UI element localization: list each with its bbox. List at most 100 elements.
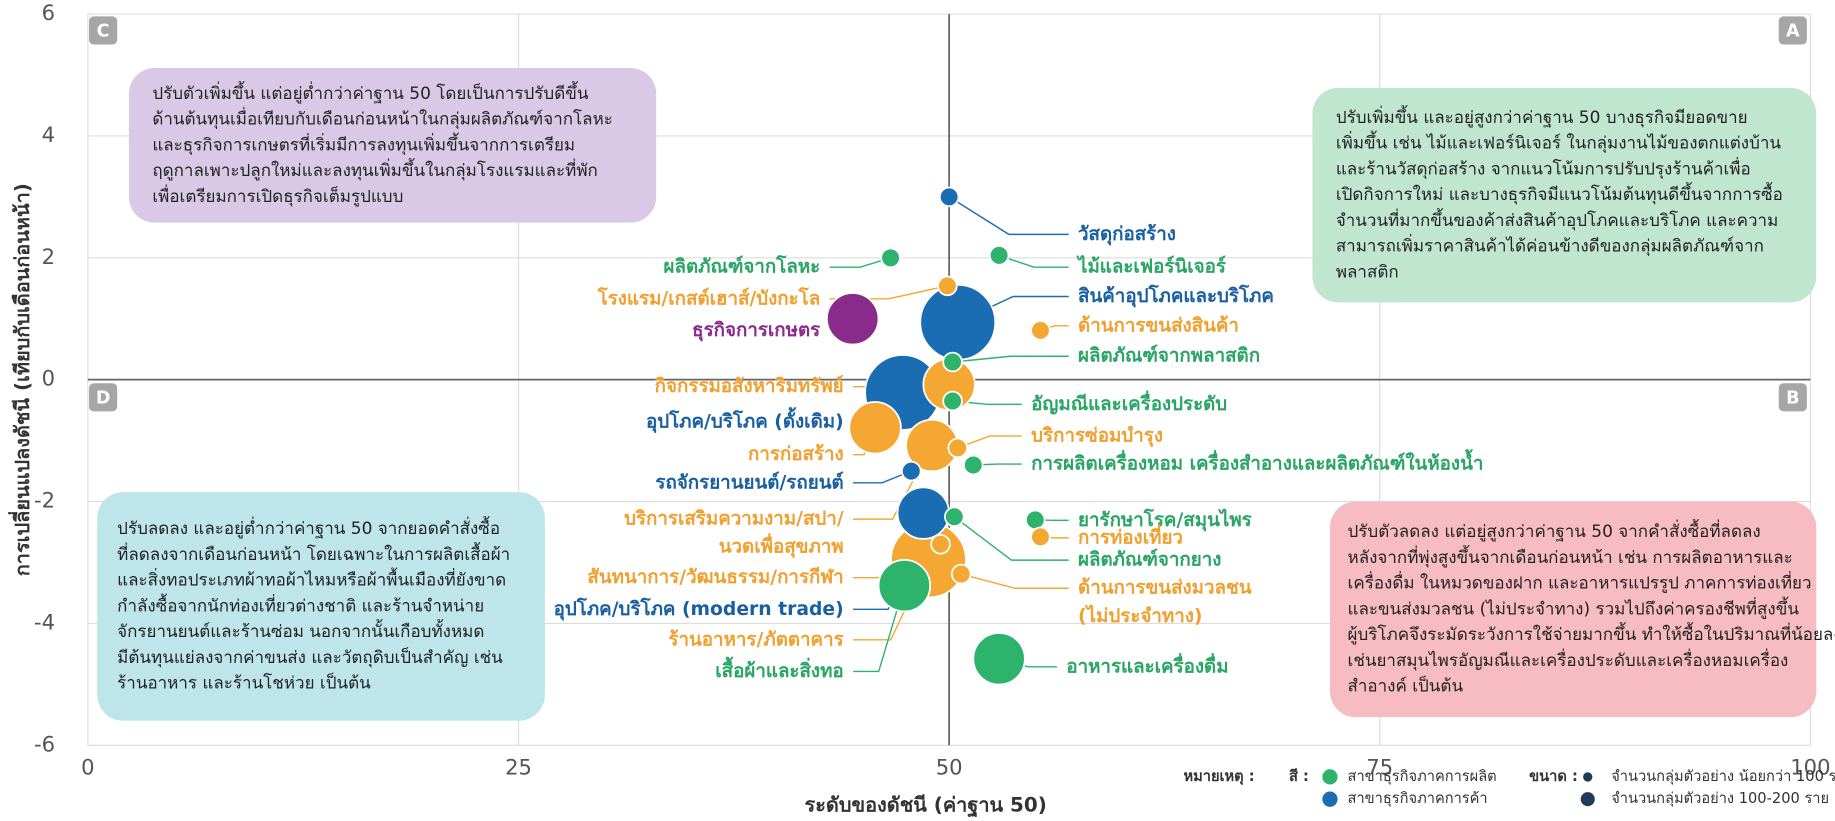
bubble <box>919 284 997 361</box>
bubble <box>963 454 984 476</box>
legend-size-label: จำนวนกลุ่มตัวอย่าง น้อยกว่า 100 ราย <box>1611 768 1835 785</box>
quadrant-text: และธุรกิจการเกษตรที่เริ่มมีการลงทุนเพิ่ม… <box>152 132 575 155</box>
point-label: (ไม่ประจำทาง) <box>1078 604 1202 627</box>
y-tick-label: 0 <box>42 366 55 391</box>
quadrant-letter: A <box>1786 22 1800 42</box>
leader-line <box>853 585 906 673</box>
quadrant-box <box>128 67 657 223</box>
quadrant-text: เพื่อเตรียมการเปิดธุรกิจเต็มรูปแบบ <box>152 184 403 207</box>
point-label: บริการซ่อมบำรุง <box>1031 425 1163 447</box>
leader-line <box>957 435 1022 449</box>
leader-line <box>853 470 912 484</box>
bubble <box>900 460 922 482</box>
point-label: อุปโภค/บริโภค (modern trade) <box>554 597 844 621</box>
quadrant-text: ปรับเพิ่มขึ้น และอยู่สูงกว่าค่าฐาน 50 บา… <box>1336 105 1748 128</box>
x-tick-label: 50 <box>936 755 963 780</box>
point-label: การผลิตเครื่องหอม เครื่องสำอางและผลิตภัณ… <box>1031 449 1483 475</box>
legend-swatch <box>1322 769 1338 785</box>
quadrant-text: ผู้บริโภคจึงระมัดระวังการใช้จ่ายมากขึ้น … <box>1348 622 1835 645</box>
leader-line <box>953 516 1069 561</box>
bubble <box>1025 509 1046 531</box>
quadrant-text: ปรับตัวเพิ่มขึ้น แต่อยู่ต่ำกว่าค่าฐาน 50… <box>152 81 589 104</box>
y-tick-label: 4 <box>42 122 55 147</box>
point-label: การก่อสร้าง <box>748 443 844 465</box>
point-label: ด้านการขนส่งมวลชน <box>1078 577 1252 599</box>
quadrant-text: พลาสติก <box>1336 262 1399 282</box>
y-tick-label: 6 <box>42 0 55 25</box>
quadrant-text: จักรยานยนต์และร้านซ่อม นอกจากนั้นเกือบทั… <box>117 619 484 642</box>
bubble <box>944 506 965 528</box>
point-label: นวดเพื่อสุขภาพ <box>719 533 844 559</box>
quadrant-text: จำนวนที่มากขึ้นของค้าส่งสินค้าอุปโภคและบ… <box>1336 208 1778 231</box>
quadrant-text: สามารถเพิ่มราคาสินค้าได้ค่อนข้างดีของกลุ… <box>1336 234 1764 257</box>
quadrant-text: และสิ่งทอประเภทผ้าทอผ้าไหมหรือผ้าพื้นเมื… <box>117 568 506 591</box>
legend-color-title: สี : <box>1289 768 1309 785</box>
point-label: ยารักษาโรค/สมุนไพร <box>1078 508 1253 532</box>
bubble <box>826 292 880 346</box>
quadrant-badge <box>89 16 118 45</box>
quadrant-badge <box>1778 383 1807 412</box>
quadrant-letter: B <box>1786 388 1799 408</box>
point-label: ร้านอาหาร/ภัตตาคาร <box>668 628 844 650</box>
x-tick-label: 0 <box>81 755 94 780</box>
bubble <box>1030 526 1051 548</box>
leader-line <box>952 355 1069 363</box>
legend-label: สาขาธุรกิจภาคการค้า <box>1348 790 1488 807</box>
quadrant-letter: C <box>97 22 110 42</box>
quadrant-badge <box>89 383 118 412</box>
y-tick-label: -4 <box>34 609 55 634</box>
quadrant-box <box>1329 501 1817 718</box>
quadrant-box <box>1312 87 1817 303</box>
x-tick-label: 25 <box>505 755 532 780</box>
quadrant-letter: D <box>96 388 111 408</box>
quadrant-text: มีต้นทุนแย่ลงจากค่าขนส่ง และวัตถุดิบเป็น… <box>117 646 503 668</box>
quadrant-text: และร้านวัสดุก่อสร้าง จากแนวโน้มการปรับปร… <box>1336 156 1751 179</box>
quadrant-box <box>97 492 545 721</box>
quadrant-text: เปิดกิจการใหม่ และบางธุรกิจมีแนวโน้มต้นท… <box>1336 182 1783 205</box>
point-label: อุปโภค/บริโภค (ดั้งเดิม) <box>646 406 844 433</box>
quadrant-text: ร้านอาหาร และร้านโชห่วย เป็นต้น <box>117 672 371 694</box>
bubble <box>972 632 1026 686</box>
quadrant-text: เช่นยาสมุนไพรอัญมณีและเครื่องประดับและเค… <box>1348 648 1789 671</box>
y-tick-label: -2 <box>34 488 55 513</box>
point-label: เสื้อผ้าและสิ่งทอ <box>715 656 843 682</box>
leader-line <box>829 257 891 268</box>
bubble <box>877 558 932 613</box>
leader-line <box>948 196 1069 236</box>
point-label: ไม้และเฟอร์นิเจอร์ <box>1076 255 1227 278</box>
y-tick-label: -6 <box>34 731 55 756</box>
quadrant-text: ฤดูกาลเพาะปลูกใหม่และลงทุนเพิ่มขึ้นในกลุ… <box>152 158 598 181</box>
bubble <box>930 533 951 555</box>
legend-size-title: ขนาด : <box>1529 768 1578 785</box>
point-label: รถจักรยานยนต์/รถยนต์ <box>655 471 843 493</box>
quadrant-text: สำอางค์ เป็นต้น <box>1348 675 1464 697</box>
legend-size-label: จำนวนกลุ่มตัวอย่าง 100-200 ราย <box>1611 790 1829 807</box>
quadrant-text: ด้านต้นทุนเมื่อเทียบกับเดือนก่อนหน้าในกล… <box>152 107 613 130</box>
bubble <box>938 186 960 208</box>
bubble <box>988 245 1010 266</box>
quadrant-badge <box>1778 16 1807 45</box>
point-label: อัญมณีและเครื่องประดับ <box>1031 390 1227 415</box>
quadrant-text: ปรับตัวลดลง แต่อยู่สูงกว่าค่าฐาน 50 จากค… <box>1348 519 1761 542</box>
x-axis-label: ระดับของดัชนี (ค่าฐาน 50) <box>805 794 1047 819</box>
bubble <box>848 401 902 455</box>
point-label: กิจกรรมอสังหาริมทรัพย์ <box>655 375 844 397</box>
quadrant-text: ปรับลดลง และอยู่ต่ำกว่าค่าฐาน 50 จากยอดค… <box>117 516 500 539</box>
point-label: ผลิตภัณฑ์จากพลาสติก <box>1078 345 1260 367</box>
bubble <box>937 275 958 297</box>
point-label: ผลิตภัณฑ์จากโลหะ <box>664 255 821 278</box>
quadrant-text: หลังจากที่พุ่งสูงขึ้นจากเดือนก่อนหน้า เช… <box>1348 545 1793 568</box>
point-label: ผลิตภัณฑ์จากยาง <box>1078 549 1221 571</box>
quadrant-text: กำลังซื้อจากนักท่องเที่ยวต่างชาติ และร้า… <box>117 593 484 616</box>
point-label: วัสดุก่อสร้าง <box>1078 223 1176 246</box>
legend-label: สาขาธุรกิจภาคการผลิต <box>1348 768 1497 785</box>
point-label: การท่องเที่ยว <box>1078 523 1183 548</box>
quadrant-text: เครื่องดื่ม ในหมวดของฝาก และอาหารแปรรูป … <box>1348 571 1812 594</box>
point-label: ธุรกิจการเกษตร <box>692 320 821 342</box>
point-label: อาหารและเครื่องดื่ม <box>1066 652 1228 677</box>
bubble <box>950 563 972 585</box>
y-axis-label: การเปลี่ยนแปลงดัชนี (เทียบกับเดือนก่อนหน… <box>7 183 34 576</box>
point-label: สินค้าอุปโภคและบริโภค <box>1078 284 1274 308</box>
point-label: โรงแรม/เกสต์เฮาส์/บังกะโล <box>597 286 821 309</box>
